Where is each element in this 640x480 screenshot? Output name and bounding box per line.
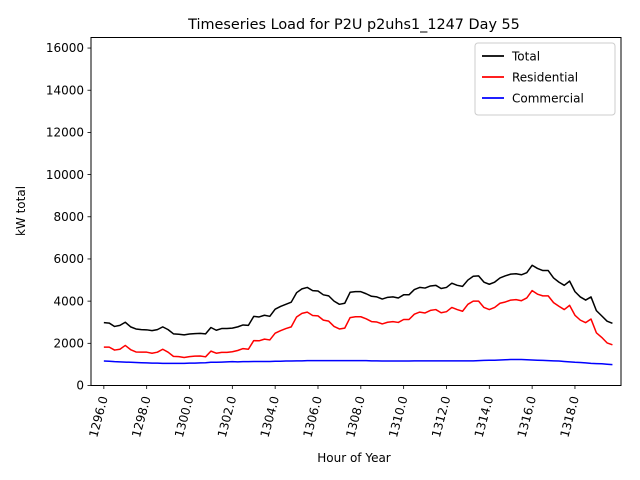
legend-label-commercial: Commercial: [512, 91, 584, 105]
legend-box: [474, 42, 616, 116]
y-tick-label: 4000: [53, 294, 84, 308]
legend: Total Residential Commercial: [474, 42, 616, 116]
y-tick-label: 14000: [46, 83, 84, 97]
y-axis-ticks: 0 2000 4000 6000 8000 10000 12000 14000 16000: [46, 41, 91, 393]
x-axis-label: Hour of Year: [317, 451, 391, 465]
plot-frame: [90, 37, 622, 386]
y-tick-label: 10000: [46, 168, 84, 182]
series-line-residential: [103, 289, 613, 359]
chart-title: Timeseries Load for P2U p2uhs1_1247 Day …: [187, 17, 520, 33]
series-group: [103, 264, 613, 366]
y-axis-label: kW total: [14, 186, 28, 236]
series-line-total: [103, 264, 613, 336]
series-line-commercial: [103, 358, 613, 366]
y-tick-label: 16000: [46, 41, 84, 55]
y-tick-label: 2000: [53, 337, 84, 351]
y-tick-label: 8000: [53, 210, 84, 224]
y-tick-label: 12000: [46, 126, 84, 140]
legend-label-residential: Residential: [512, 70, 578, 84]
legend-label-total: Total: [511, 49, 540, 63]
y-tick-label: 6000: [53, 252, 84, 266]
y-tick-label: 0: [76, 379, 84, 393]
